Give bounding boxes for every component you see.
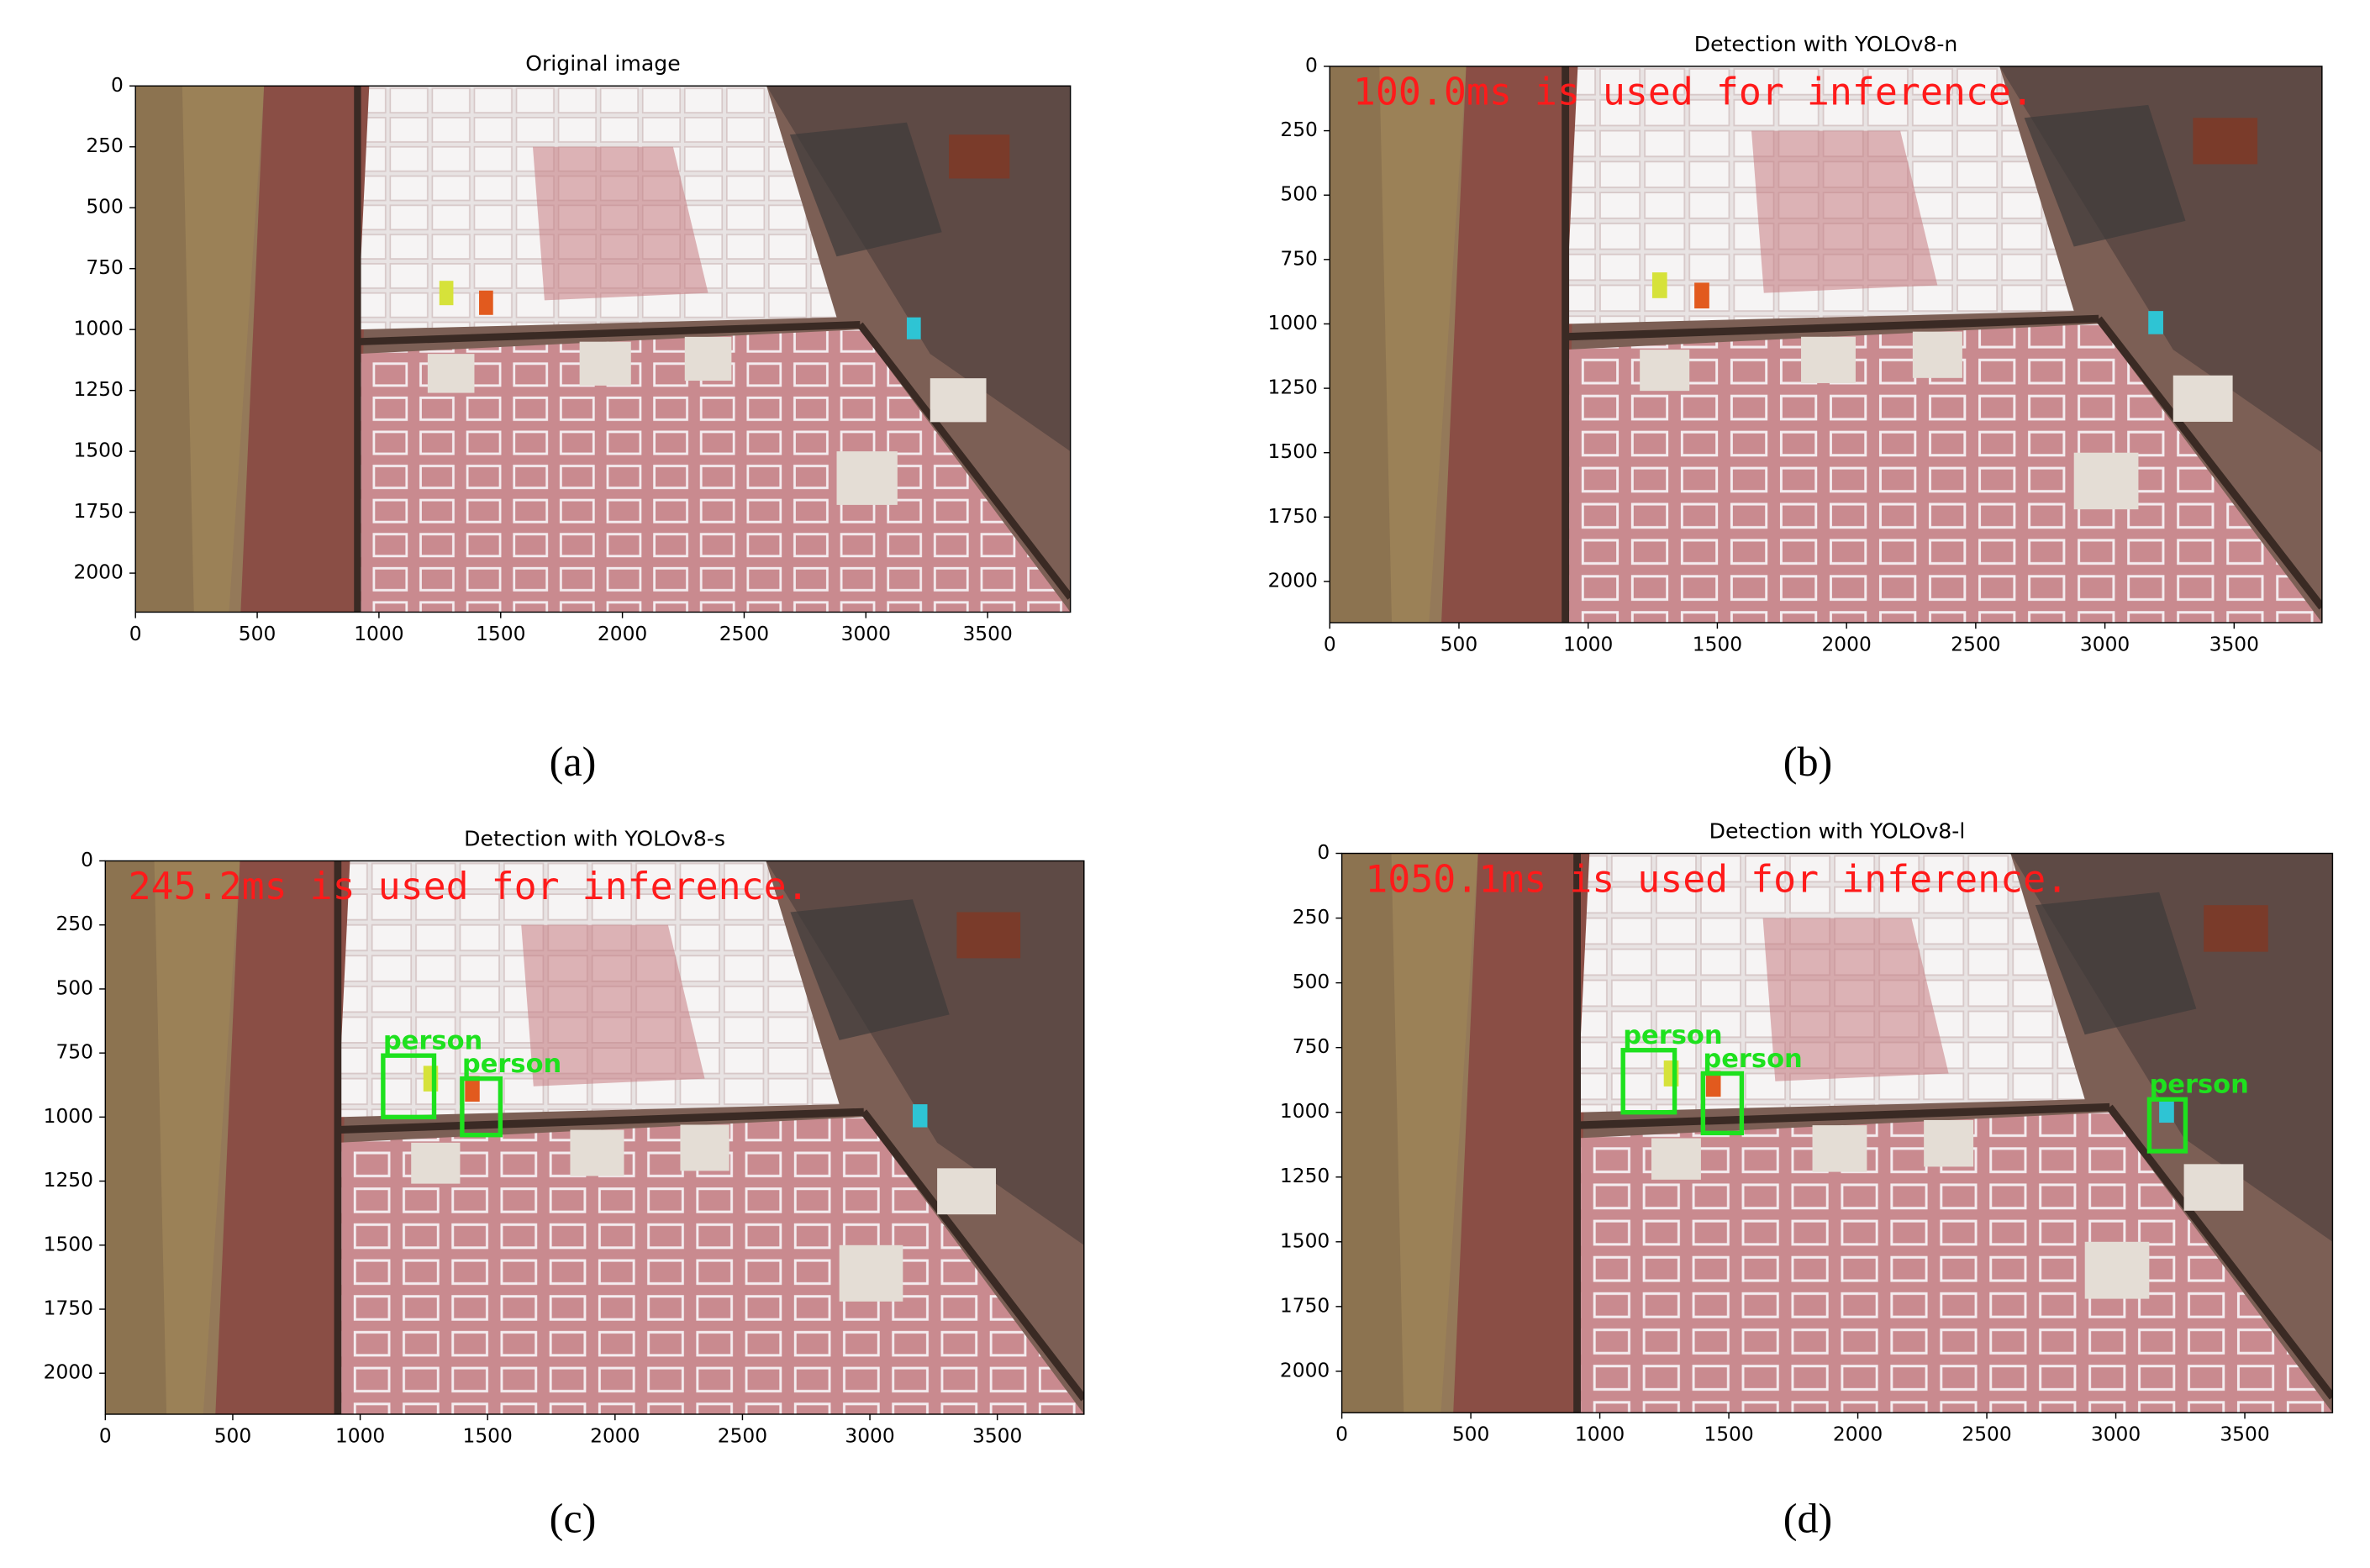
y-tick-label: 250 [1293,906,1330,929]
x-tick-label: 3000 [2080,633,2130,655]
y-tick-label: 0 [1305,54,1318,76]
detection-label: person [462,1050,561,1079]
panel-label: (a) [550,738,597,785]
axes-frame [104,860,1085,1415]
x-tick-label: 0 [1335,1423,1348,1446]
y-tick-label: 1750 [74,500,124,523]
x-tick-label: 1500 [476,623,525,645]
y-tick-label: 1750 [44,1297,93,1319]
y-tick-label: 1000 [74,318,124,340]
y-tick-label: 2000 [74,561,124,584]
panel-label: (c) [550,1495,597,1542]
chart-title: Detection with YOLOv8-s [464,826,725,850]
x-tick-label: 500 [1440,633,1477,655]
detection-label: person [383,1027,482,1056]
y-tick-label: 1500 [1280,1229,1330,1252]
detection-label: person [1703,1044,1802,1074]
x-tick-label: 0 [129,623,142,645]
x-tick-label: 1000 [354,623,403,645]
y-tick-label: 1250 [74,378,124,401]
y-tick-label: 500 [86,196,124,218]
chart-title: Detection with YOLOv8-n [1694,32,1958,56]
chart-title: Detection with YOLOv8-l [1709,818,1966,843]
panel-label: (b) [1783,738,1833,785]
x-tick-label: 3000 [841,623,891,645]
photo [1330,66,2322,623]
y-tick-label: 750 [1293,1035,1330,1058]
y-tick-label: 1250 [44,1169,93,1192]
y-tick-label: 1500 [74,439,124,462]
inference-time: 245.2ms is used for inference. [129,864,809,908]
x-tick-label: 1000 [1575,1423,1625,1446]
x-tick-label: 2500 [1962,1423,2011,1446]
inference-time: 1050.1ms is used for inference. [1365,856,2068,901]
chart-title: Original image [525,51,680,76]
y-tick-label: 1000 [44,1105,93,1128]
x-tick-label: 3500 [2209,633,2259,655]
x-tick-label: 1500 [1704,1423,1753,1446]
detection-box [1700,1071,1745,1136]
y-tick-label: 1500 [44,1233,93,1255]
x-tick-label: 2000 [1833,1423,1883,1446]
x-tick-label: 0 [99,1424,112,1447]
photo [105,861,1083,1414]
axes-frame [134,85,1072,613]
x-tick-label: 1000 [1563,633,1613,655]
y-tick-label: 750 [55,1041,92,1064]
x-tick-label: 500 [214,1424,251,1447]
y-tick-label: 500 [1293,971,1330,993]
x-tick-label: 2500 [718,1424,767,1447]
x-tick-label: 500 [1452,1423,1490,1446]
y-tick-label: 2000 [1280,1359,1330,1381]
y-tick-label: 1000 [1280,1100,1330,1123]
y-tick-label: 250 [55,913,92,935]
y-tick-label: 750 [86,256,124,279]
y-tick-label: 0 [81,849,93,871]
detection-label: person [1623,1021,1722,1050]
detection-box [1620,1048,1677,1115]
x-tick-label: 3500 [2220,1423,2269,1446]
panel-label: (d) [1783,1495,1833,1542]
y-tick-label: 1250 [1268,376,1318,399]
y-tick-label: 1250 [1280,1165,1330,1187]
y-tick-label: 1500 [1268,440,1318,463]
y-tick-label: 500 [55,976,92,999]
y-tick-label: 1750 [1268,505,1318,528]
y-tick-label: 1750 [1280,1294,1330,1317]
x-tick-label: 0 [1324,633,1336,655]
x-tick-label: 3500 [972,1424,1022,1447]
x-tick-label: 1000 [335,1424,385,1447]
detection-label: person [2149,1071,2248,1100]
x-tick-label: 500 [239,623,276,645]
x-tick-label: 2000 [590,1424,640,1447]
y-tick-label: 1000 [1268,312,1318,334]
axes-frame [1340,852,2334,1413]
x-tick-label: 2000 [1821,633,1871,655]
x-tick-label: 1500 [1693,633,1742,655]
inference-time: 100.0ms is used for inference. [1353,70,2034,114]
x-tick-label: 2000 [598,623,647,645]
y-tick-label: 250 [86,134,124,157]
y-tick-label: 2000 [44,1361,93,1384]
x-tick-label: 2500 [1951,633,2000,655]
axes-frame [1329,66,2323,624]
y-tick-label: 0 [111,74,124,97]
y-tick-label: 0 [1317,841,1330,864]
y-tick-label: 2000 [1268,569,1318,592]
y-tick-label: 250 [1280,118,1318,141]
x-tick-label: 1500 [463,1424,513,1447]
detection-box [2146,1097,2188,1154]
x-tick-label: 3000 [2091,1423,2141,1446]
photo [135,86,1070,612]
y-tick-label: 750 [1280,247,1318,270]
detection-box [381,1053,437,1120]
y-tick-label: 500 [1280,183,1318,206]
x-tick-label: 3000 [845,1424,894,1447]
x-tick-label: 3500 [962,623,1012,645]
detection-box [460,1076,503,1138]
x-tick-label: 2500 [719,623,769,645]
